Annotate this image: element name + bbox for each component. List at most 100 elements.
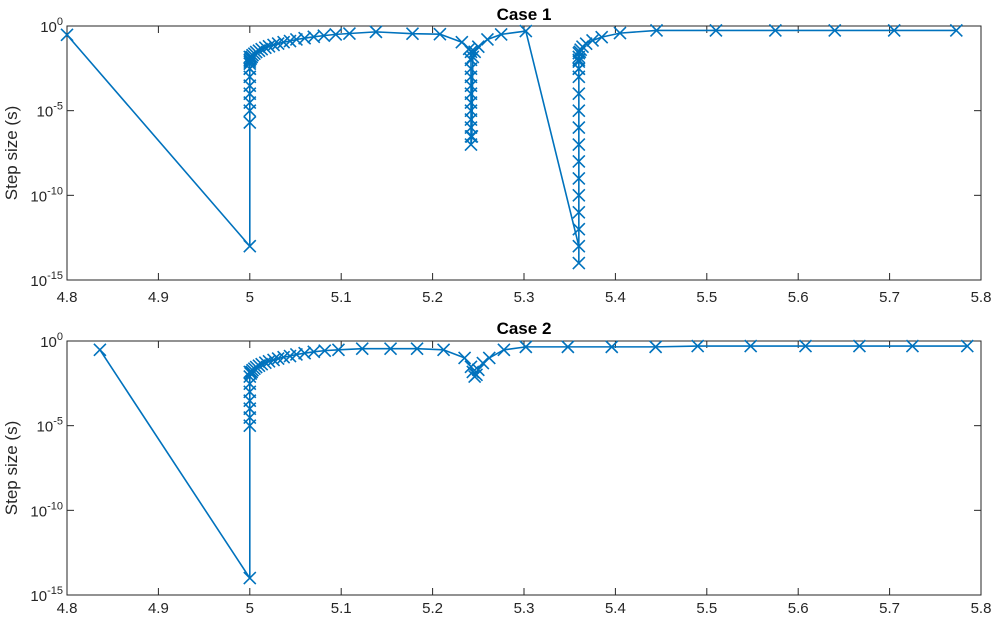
axes-case-1: Case 1 Step size (s) 4.8 4.9 5 5.1 5.2 5.3 5.4 5.… — [2, 5, 991, 306]
chart-title: Case 2 — [497, 319, 552, 338]
data-point-x-marker — [585, 33, 600, 48]
data-point-x-marker — [572, 137, 586, 152]
x-tick-label: 5.4 — [605, 289, 626, 306]
data-point-x-marker — [905, 339, 920, 353]
data-point-x-marker — [605, 340, 619, 354]
data-point-x-marker — [60, 28, 74, 42]
data-point-x-marker — [329, 27, 343, 41]
data-point-x-marker — [595, 30, 609, 44]
x-tick-label: 5.7 — [879, 289, 900, 306]
data-point-x-marker — [572, 205, 586, 219]
plot-area — [66, 25, 982, 281]
x-tick-label: 4.8 — [57, 289, 78, 306]
chart-title: Case 1 — [497, 5, 552, 24]
data-point-x-marker — [262, 354, 276, 368]
data-point-x-marker — [243, 115, 257, 130]
x-tick-label: 4.8 — [57, 600, 78, 617]
data-point-x-marker — [572, 121, 586, 135]
data-point-x-marker — [649, 340, 663, 354]
data-point-x-marker — [331, 343, 346, 357]
x-tick-label: 5.3 — [514, 600, 535, 617]
data-point-x-marker — [572, 171, 586, 185]
data-point-x-marker — [519, 24, 533, 38]
data-point-x-marker — [960, 339, 974, 353]
data-point-x-marker — [437, 343, 451, 357]
data-point-x-marker — [266, 353, 281, 367]
data-point-x-marker — [471, 40, 485, 54]
data-point-x-marker — [243, 571, 257, 585]
y-tick-label: 10-10 — [30, 500, 63, 520]
data-point-x-marker — [458, 351, 472, 365]
x-tick-label: 5.5 — [696, 289, 717, 306]
data-point-x-marker — [887, 23, 901, 37]
x-tick-label: 5.7 — [879, 600, 900, 617]
data-point-x-marker — [258, 41, 272, 55]
x-tick-label: 5.2 — [422, 289, 443, 306]
y-tick-label: 10-15 — [30, 585, 63, 605]
data-point-x-marker — [852, 339, 867, 353]
data-point-x-marker — [369, 25, 383, 39]
x-tick-label: 5.3 — [514, 289, 535, 306]
data-point-x-marker — [252, 359, 266, 373]
data-point-x-marker — [709, 23, 723, 37]
data-point-x-marker — [744, 339, 758, 353]
data-point-x-marker — [476, 356, 490, 370]
data-point-x-marker — [355, 342, 369, 356]
data-point-x-marker — [93, 343, 107, 357]
data-point-x-marker — [572, 239, 586, 253]
data-point-x-marker — [405, 27, 420, 41]
data-point-x-marker — [572, 104, 586, 118]
y-tick-label: 10-10 — [30, 185, 63, 205]
y-tick-label: 10-15 — [30, 270, 63, 290]
data-point-x-marker — [572, 222, 586, 236]
x-tick-label: 4.9 — [148, 289, 169, 306]
data-point-x-marker — [342, 26, 356, 41]
data-point-x-marker — [572, 188, 586, 202]
x-tick-label: 5.8 — [971, 600, 992, 617]
data-point-x-marker — [465, 129, 479, 144]
x-tick-label: 5.5 — [696, 600, 717, 617]
axes-case-2: Case 2 Step size (s) 4.8 4.9 5 5.1 5.2 5.3 5.4 5.… — [2, 319, 991, 617]
data-point-x-marker — [798, 339, 813, 353]
data-point-x-marker — [572, 256, 586, 270]
data-point-x-marker — [691, 339, 705, 353]
data-point-x-marker — [252, 44, 266, 58]
data-point-x-marker — [480, 32, 495, 47]
data-point-x-marker — [572, 87, 586, 101]
x-tick-label: 4.9 — [148, 600, 169, 617]
y-axis-label: Step size (s) — [2, 421, 21, 515]
x-tick-label: 5.1 — [331, 600, 352, 617]
data-point-x-marker — [262, 39, 276, 53]
data-point-x-marker — [471, 363, 485, 377]
data-point-x-marker — [519, 340, 533, 354]
data-point-x-marker — [258, 356, 272, 370]
x-tick-label: 5 — [246, 600, 254, 617]
data-point-x-marker — [572, 154, 586, 169]
y-tick-label: 10-5 — [37, 101, 63, 121]
y-tick-label: 100 — [40, 16, 63, 36]
x-tick-label: 5.6 — [788, 289, 809, 306]
x-tick-label: 5 — [246, 289, 254, 306]
data-point-x-marker — [318, 344, 332, 358]
x-tick-label: 5.4 — [605, 600, 626, 617]
data-point-x-marker — [949, 23, 963, 37]
x-tick-label: 5.8 — [971, 289, 992, 306]
y-axis-label: Step size (s) — [2, 106, 21, 200]
data-point-x-marker — [497, 343, 511, 357]
data-point-x-marker — [828, 23, 842, 37]
data-point-x-marker — [271, 36, 285, 51]
plot-area — [66, 340, 982, 596]
data-point-x-marker — [561, 340, 575, 354]
x-tick-label: 5.1 — [331, 289, 352, 306]
y-tick-label: 100 — [40, 331, 63, 351]
data-point-x-marker — [613, 26, 627, 40]
data-point-x-marker — [433, 27, 447, 41]
x-tick-label: 5.6 — [788, 600, 809, 617]
data-point-x-marker — [255, 42, 269, 56]
y-tick-label: 10-5 — [37, 416, 63, 436]
data-point-x-marker — [410, 342, 424, 356]
data-point-x-marker — [271, 351, 285, 366]
data-point-x-marker — [649, 23, 664, 37]
data-point-x-marker — [317, 29, 331, 43]
